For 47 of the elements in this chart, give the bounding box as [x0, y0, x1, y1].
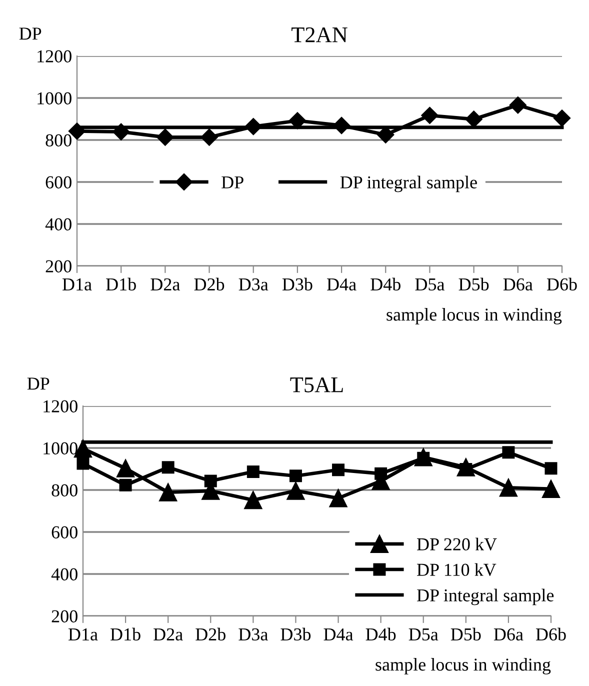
x-tick-label: D6b — [536, 628, 566, 641]
x-tick-label: D4b — [366, 628, 396, 641]
x-tick-label: D5b — [458, 278, 489, 291]
chart-title: T2AN — [292, 27, 348, 42]
y-tick-label: 400 — [45, 218, 72, 230]
y-tick-label: 600 — [46, 176, 72, 188]
y-tick-label: 400 — [51, 568, 78, 580]
legend-label: DP integral sample — [340, 176, 477, 192]
y-tick-label: 800 — [52, 484, 78, 496]
x-tick-label: D3a — [238, 278, 268, 291]
x-tick-label: D1a — [68, 628, 98, 641]
y-axis-title: DP — [19, 28, 42, 40]
legend-label: DP — [222, 176, 244, 188]
x-tick-label: D3a — [238, 628, 268, 641]
x-axis-title: sample locus in winding — [376, 658, 551, 674]
x-tick-label: D5b — [450, 628, 481, 641]
x-axis-title: sample locus in winding — [386, 308, 562, 324]
y-tick-label: 1000 — [38, 92, 72, 104]
x-tick-label: D1b — [110, 628, 140, 641]
y-tick-label: 1000 — [44, 442, 78, 454]
y-tick-label: 800 — [46, 134, 72, 146]
x-tick-label: D6a — [503, 278, 533, 291]
x-tick-label: D3b — [280, 628, 311, 641]
x-tick-label: D2a — [150, 278, 180, 291]
x-tick-label: D2a — [154, 628, 183, 641]
x-tick-label: D1b — [106, 278, 136, 291]
y-tick-label: 1200 — [44, 400, 78, 412]
x-tick-label: D5a — [415, 278, 445, 291]
legend-label: DP integral sample — [417, 588, 554, 606]
y-tick-label: 1200 — [38, 50, 72, 62]
y-tick-label: 200 — [52, 610, 78, 622]
x-tick-label: D4a — [324, 628, 354, 641]
legend-label: DP 220 kV — [417, 538, 497, 551]
x-tick-label: D6b — [546, 278, 577, 291]
y-tick-label: 200 — [46, 260, 72, 272]
x-tick-label: D6a — [494, 628, 524, 641]
x-tick-label: D4b — [370, 278, 400, 291]
legend-label: DP 110 kV — [417, 563, 496, 576]
x-tick-label: D4a — [327, 278, 356, 291]
y-tick-label: 600 — [52, 526, 78, 538]
x-tick-label: D5a — [408, 628, 438, 641]
x-tick-label: D2b — [194, 278, 224, 291]
x-tick-label: D2b — [196, 628, 226, 641]
chart-title: T5AL — [290, 377, 343, 392]
x-tick-label: D3b — [282, 278, 312, 291]
y-axis-title: DP — [27, 378, 50, 390]
x-tick-label: D1a — [62, 278, 92, 291]
